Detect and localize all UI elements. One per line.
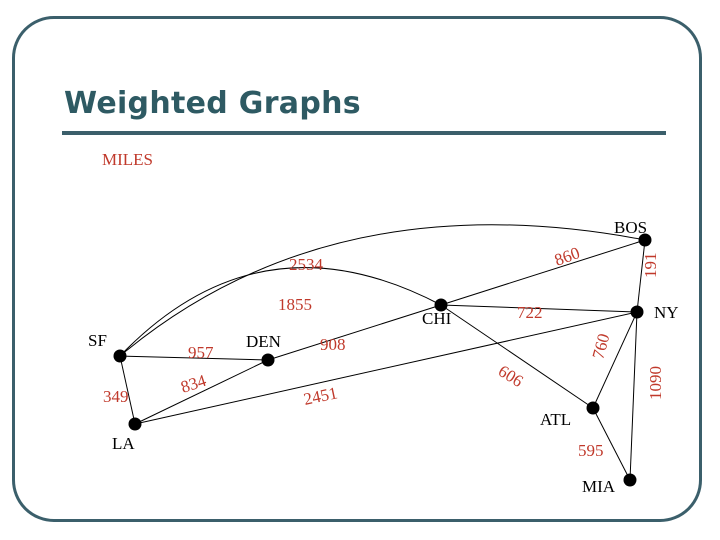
- edge-chi-bos: [440, 239, 646, 306]
- edge-chi-atl: [440, 304, 594, 409]
- edge-sf-den: [119, 355, 269, 361]
- weight-label-sf-bos: 2534: [289, 255, 324, 274]
- edge-sf-la: [119, 355, 136, 425]
- weight-label-ny-mia: 1090: [646, 366, 665, 400]
- slide-title: Weighted Graphs: [64, 86, 361, 121]
- node-label-mia: MIA: [582, 477, 616, 496]
- node-chi: [434, 298, 448, 312]
- node-la: [128, 417, 142, 431]
- node-mia: [623, 473, 637, 487]
- edge-atl-mia: [592, 407, 631, 481]
- node-den: [261, 353, 275, 367]
- edge-ny-mia: [629, 311, 638, 481]
- node-label-bos: BOS: [614, 218, 647, 237]
- edge-bos-ny: [636, 239, 646, 313]
- node-ny: [630, 305, 644, 319]
- edge-sf-chi: [119, 267, 442, 357]
- node-label-den: DEN: [246, 332, 281, 351]
- node-label-atl: ATL: [540, 410, 571, 429]
- weight-label-la-ny: 2451: [302, 383, 339, 409]
- node-atl: [586, 401, 600, 415]
- node-label-chi: CHI: [422, 309, 452, 328]
- node-bos: [638, 233, 652, 247]
- title-divider: [62, 131, 666, 135]
- weight-label-sf-den: 957: [188, 343, 214, 362]
- node-label-sf: SF: [88, 331, 107, 350]
- weight-label-chi-bos: 860: [552, 243, 582, 270]
- edge-ny-atl: [592, 311, 638, 409]
- weight-label-bos-ny: 191: [641, 253, 660, 279]
- weight-label-sf-chi: 1855: [278, 295, 312, 314]
- edge-den-chi: [267, 304, 442, 361]
- weight-label-la-den: 834: [178, 371, 209, 397]
- weight-label-atl-mia: 595: [578, 441, 604, 460]
- node-label-ny: NY: [654, 303, 679, 322]
- node-label-la: LA: [112, 434, 135, 453]
- weight-label-chi-atl: 606: [495, 361, 527, 391]
- weight-label-sf-la: 349: [103, 387, 129, 406]
- weight-label-ny-atl: 760: [589, 331, 614, 361]
- slide-subtitle: MILES: [102, 150, 153, 169]
- weight-label-den-chi: 908: [320, 335, 346, 354]
- edge-la-ny: [134, 311, 638, 425]
- node-sf: [113, 349, 127, 363]
- slide-frame: [12, 16, 702, 522]
- weight-label-chi-ny: 722: [517, 303, 543, 322]
- edge-la-den: [134, 359, 269, 425]
- edge-sf-bos: [119, 224, 646, 357]
- edge-chi-ny: [440, 304, 638, 313]
